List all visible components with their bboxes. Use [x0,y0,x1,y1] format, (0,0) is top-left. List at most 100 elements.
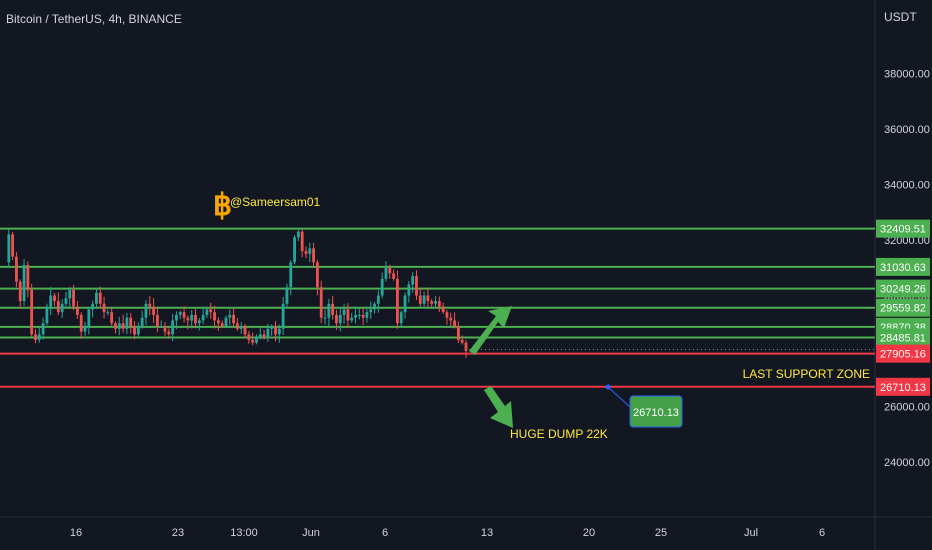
candle-body [342,309,346,315]
x-tick-label: 16 [70,527,82,539]
candle-body [163,326,167,332]
candle-body [258,334,262,338]
candle-body [308,248,312,254]
candle-body [422,295,426,304]
candle-body [426,295,430,302]
candle-body [445,312,449,318]
candle-body [152,306,155,315]
candle-body [68,289,72,299]
candle-body [255,337,258,343]
candle-body [224,317,228,327]
candle-body [228,314,232,318]
y-tick-label: 38000.00 [884,69,930,81]
candle-body [399,312,403,324]
level-price-label: 28485.81 [880,333,926,345]
candle-body [37,334,41,340]
candle-body [213,312,216,321]
candle-body [22,264,26,302]
candle-body [415,276,418,296]
level-price-tag [876,377,930,396]
candle-body [464,342,468,351]
candle-body [18,281,22,302]
candle-body [319,287,323,318]
y-tick-label: 34000.00 [884,180,930,192]
candle-body [167,331,171,335]
candle-body [175,314,178,321]
candle-body [316,262,319,288]
target-price-box [629,395,683,428]
candle-body [323,317,327,319]
candle-body [136,326,140,335]
candle-body [312,248,316,263]
candle-body [304,251,308,254]
x-tick-label: 13 [481,527,493,539]
target-anchor-dot [605,384,611,390]
level-price-tag [876,279,930,298]
candle-body [41,323,45,335]
x-tick-label: Jun [302,527,320,539]
bitcoin-logo-icon: ฿ [213,189,232,222]
candle-body [144,303,148,318]
down-arrow-icon [484,386,513,428]
candle-body [121,323,125,329]
candle-body [87,309,91,327]
target-connector-line [607,386,632,409]
candle-body [95,292,98,304]
candle-body [45,306,49,324]
candle-body [75,306,79,315]
candle-body [53,295,56,302]
candle-body [110,312,114,324]
candle-body [197,320,201,324]
candle-body [106,312,110,314]
candle-body [274,326,277,335]
candle-body [437,301,441,307]
candle-body [220,323,224,327]
candle-body [293,237,296,263]
level-price-label: 26710.13 [880,382,926,394]
candle-body [205,309,209,315]
candle-body [64,298,68,304]
x-tick-label: 6 [382,527,388,539]
candle-body [159,326,163,328]
level-price-tag [876,257,930,276]
level-price-tag [876,328,930,347]
x-tick-label: 23 [172,527,184,539]
candle-body [232,314,235,324]
candle-body [129,317,133,327]
candle-body [361,314,365,318]
candle-body [236,323,239,329]
candle-body [373,303,376,310]
candle-body [11,234,15,257]
candle-body [117,323,121,329]
candle-body [335,314,338,324]
level-price-label: 27905.16 [880,349,926,361]
candle-body [247,334,251,340]
candle-body [396,278,399,324]
candle-body [460,339,464,343]
level-price-label: 31030.63 [880,262,926,274]
candle-body [30,289,34,335]
candle-body [327,303,331,318]
watermark-handle: @Sameersam01 [230,195,321,209]
level-price-label: 30249.26 [880,284,926,296]
x-tick-label: 20 [583,527,595,539]
candle-body [171,320,175,335]
y-tick-label: 24000.00 [884,457,930,469]
up-arrow-icon [469,306,512,355]
candle-body [26,264,30,290]
candle-body [133,326,136,335]
candle-body [194,314,197,324]
candle-body [430,301,434,304]
candle-body [380,278,384,296]
candle-body [178,312,182,315]
candle-body [376,295,380,304]
candle-body [449,317,453,321]
x-tick-label: 25 [655,527,667,539]
candle-body [262,334,266,338]
candle-body [346,309,350,321]
level-price-tag [876,298,930,317]
candle-body [289,262,293,288]
candle-body [186,317,190,321]
candle-body [407,284,411,296]
